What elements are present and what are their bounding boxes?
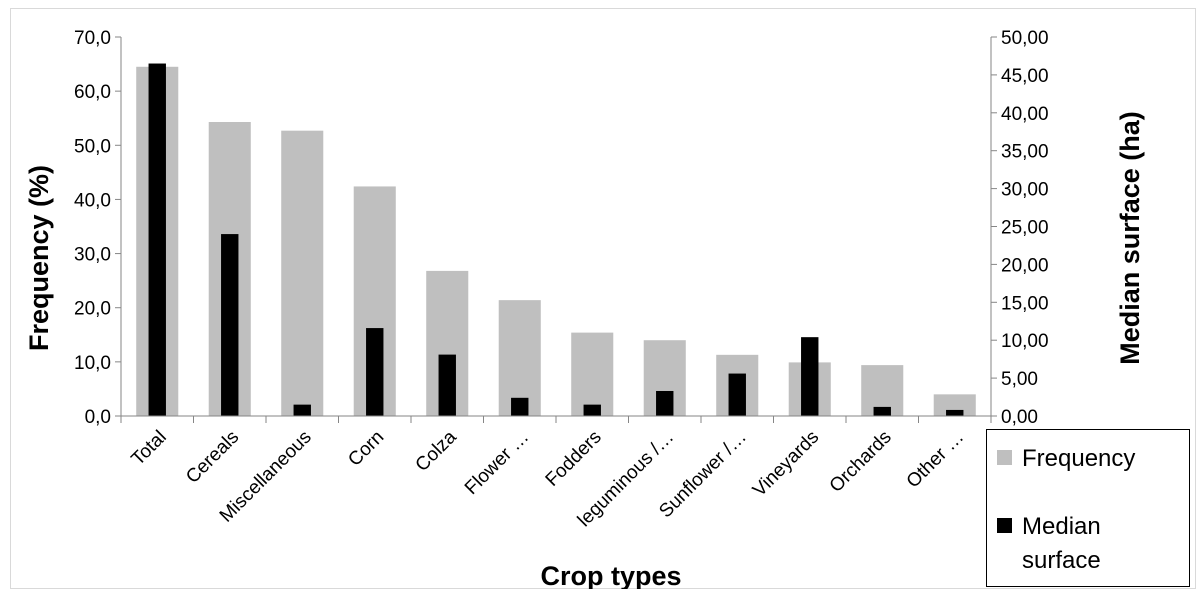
x-axis-title: Crop types [540, 561, 681, 589]
category-label-flower: Flower … [461, 427, 533, 499]
y-axis-title: Frequency (%) [24, 165, 54, 351]
median-surface-bar-flower [511, 397, 529, 416]
y2-axis-title: Median surface (ha) [1115, 111, 1145, 365]
category-label-total: Total [128, 427, 171, 470]
y-tick-label: 70,0 [74, 28, 111, 49]
median-surface-bar-miscellaneous [293, 404, 311, 416]
median-surface-bar-corn [366, 328, 384, 416]
median-surface-bar-orchards [873, 406, 891, 416]
category-label-cereals: Cereals [182, 427, 243, 488]
frequency-bar-fodders [571, 332, 614, 416]
y2-tick-label: 0,00 [1001, 407, 1038, 428]
axes-layer [115, 36, 997, 423]
frequency-bar-other [933, 394, 976, 416]
median-surface-bar-total [148, 63, 166, 416]
median-surface-bar-sunflower [728, 373, 746, 416]
median-surface-bar-other [946, 409, 964, 416]
y2-tick-label: 25,00 [1001, 218, 1049, 239]
y2-tick-label: 10,00 [1001, 331, 1049, 352]
y2-tick-label: 40,00 [1001, 104, 1049, 125]
legend: Frequency Median surface [986, 429, 1190, 587]
y2-tick-label: 35,00 [1001, 142, 1049, 163]
category-label-other: Other … [903, 427, 969, 493]
legend-item-median-surface: Median surface [997, 510, 1172, 578]
y2-tick-label: 20,00 [1001, 255, 1049, 276]
median-surface-bar-fodders [583, 404, 601, 416]
median-surface-bar-cereals [221, 234, 239, 416]
frequency-bar-flower [498, 300, 541, 416]
y2-tick-label: 15,00 [1001, 293, 1049, 314]
median-surface-bar-colza [438, 354, 456, 416]
y-tick-label: 20,0 [74, 299, 111, 320]
y-tick-label: 60,0 [74, 82, 111, 103]
legend-item-frequency: Frequency [997, 442, 1172, 476]
category-label-orchards: Orchards [826, 427, 896, 497]
y-tick-label: 10,0 [74, 353, 111, 374]
category-label-corn: Corn [344, 427, 388, 471]
category-label-vineyards: Vineyards [749, 427, 823, 501]
legend-swatch-frequency [997, 450, 1012, 465]
median-surface-bar-vineyards [801, 337, 819, 416]
y-tick-label: 50,0 [74, 136, 111, 157]
median-surface-bar-leguminous [656, 390, 674, 416]
frequency-bar-miscellaneous [281, 130, 324, 416]
category-label-colza: Colza [412, 426, 462, 476]
y2-tick-label: 5,00 [1001, 369, 1038, 390]
legend-label-frequency: Frequency [1022, 445, 1136, 472]
y-tick-label: 40,0 [74, 190, 111, 211]
bars-layer [136, 63, 976, 417]
y-tick-label: 30,0 [74, 245, 111, 266]
legend-label-median-surface: Median surface [1022, 513, 1101, 574]
y-tick-label: 0,0 [85, 407, 111, 428]
legend-swatch-median-surface [997, 518, 1012, 533]
y2-tick-label: 50,00 [1001, 28, 1049, 49]
y2-tick-label: 30,00 [1001, 180, 1049, 201]
y2-tick-label: 45,00 [1001, 66, 1049, 87]
category-label-fodders: Fodders [542, 427, 606, 491]
